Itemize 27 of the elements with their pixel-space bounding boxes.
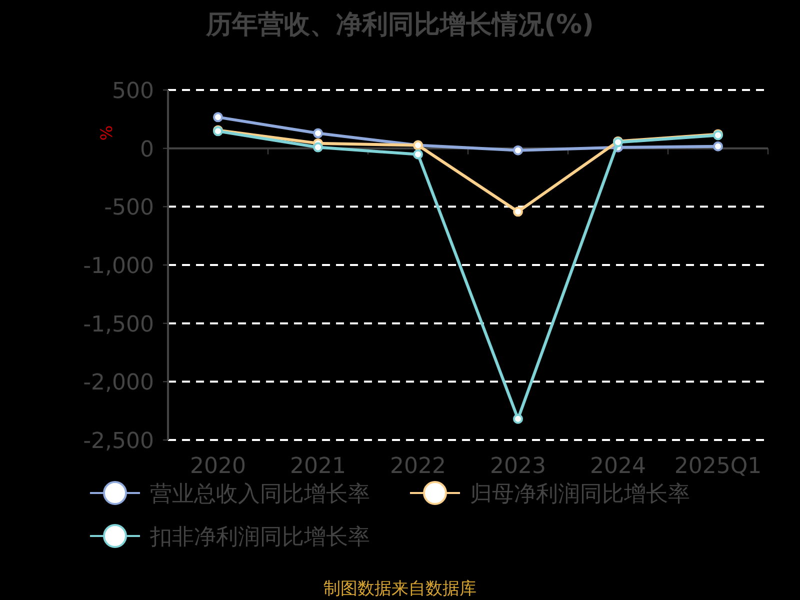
point <box>213 112 223 122</box>
y-tick-label: -2,500 <box>83 429 154 454</box>
y-tick-label: -1,000 <box>83 254 154 279</box>
y-tick-label: 0 <box>140 137 154 162</box>
x-tick-label: 2021 <box>290 454 346 479</box>
x-tick-label: 2022 <box>390 454 446 479</box>
y-tick-label: -500 <box>104 196 154 221</box>
point <box>413 149 423 160</box>
chart-title: 历年营收、净利同比增长情况(%) <box>205 10 594 40</box>
legend-label: 扣非净利润同比增长率 <box>149 525 370 550</box>
y-tick-label: 500 <box>112 79 154 104</box>
y-tick-label: -1,500 <box>83 312 154 338</box>
legend-label: 营业总收入同比增长率 <box>150 482 370 507</box>
point <box>313 142 323 152</box>
x-tick-label: 2025Q1 <box>674 454 762 479</box>
point <box>713 141 723 152</box>
y-axis-title: % <box>97 125 116 141</box>
point <box>313 128 323 138</box>
legend-label: 归母净利润同比增长率 <box>470 482 690 507</box>
point <box>513 206 523 217</box>
y-tick-label: -2,000 <box>83 370 154 396</box>
point <box>513 145 523 156</box>
point <box>513 414 523 424</box>
x-tick-label: 2023 <box>490 454 546 479</box>
text: 制图数据来自数据库 <box>324 579 476 599</box>
x-tick-label: 2024 <box>590 454 646 479</box>
x-tick-label: 2020 <box>190 454 246 479</box>
